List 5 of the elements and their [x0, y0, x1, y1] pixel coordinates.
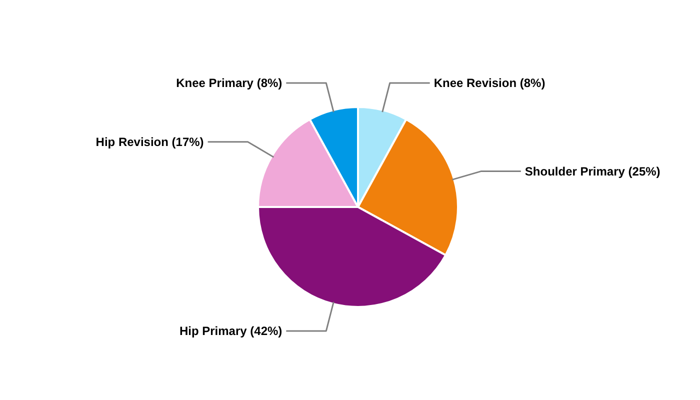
slice-label: Hip Primary (42%): [179, 324, 282, 338]
slice-label: Shoulder Primary (25%): [524, 164, 660, 178]
slice-label: Knee Revision (8%): [434, 76, 546, 90]
slice-label: Knee Primary (8%): [176, 76, 282, 90]
slice-label: Hip Revision (17%): [96, 135, 204, 150]
